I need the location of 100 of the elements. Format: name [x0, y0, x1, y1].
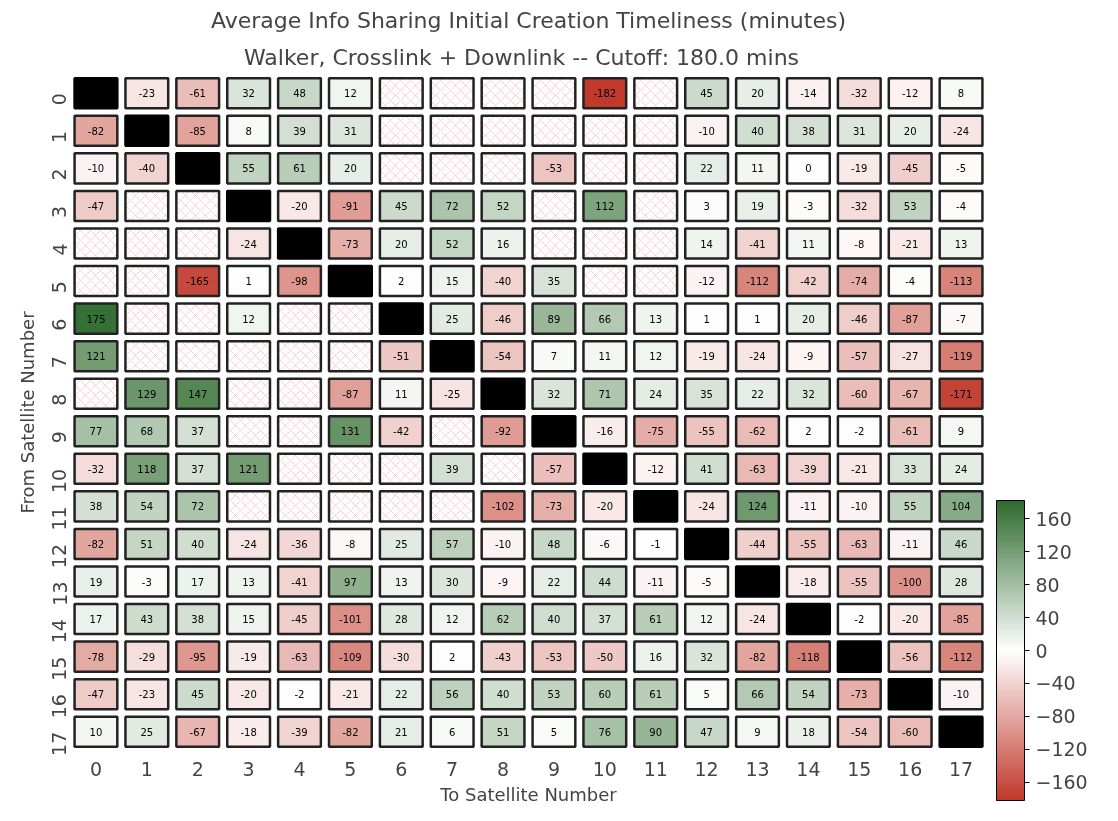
data-label: -40	[494, 276, 512, 288]
x-tick-label: 0	[89, 757, 102, 780]
data-label: -62	[749, 426, 766, 438]
data-label: 66	[598, 313, 612, 325]
data-label: 38	[802, 125, 815, 137]
data-label: -112	[746, 276, 769, 288]
data-label: -4	[905, 276, 916, 288]
data-label: -5	[956, 163, 967, 175]
data-label: 2	[448, 651, 456, 663]
data-label: -10	[87, 163, 105, 175]
data-label: -60	[902, 726, 919, 738]
data-label: 5	[703, 689, 710, 701]
data-label: 61	[649, 689, 663, 701]
data-label: -119	[949, 351, 973, 363]
x-tick-label: 17	[948, 757, 974, 780]
data-label: 6	[448, 726, 456, 738]
y-tick-label: 14	[48, 619, 71, 644]
data-label: -73	[851, 689, 868, 701]
color-bar-label: −120	[1035, 738, 1088, 761]
data-label: -63	[291, 651, 308, 663]
data-label: 5	[550, 726, 558, 738]
data-label: -19	[698, 351, 715, 363]
data-label: -73	[342, 238, 359, 250]
data-label: 118	[137, 463, 157, 475]
data-label: -78	[87, 651, 105, 663]
data-label: 61	[293, 163, 306, 175]
data-label: -12	[902, 88, 919, 100]
data-label: -2	[294, 689, 305, 701]
data-label: -95	[189, 651, 206, 663]
data-label: -3	[803, 200, 814, 212]
data-label: 24	[954, 463, 968, 475]
data-label: -182	[593, 88, 617, 100]
data-label: 8	[245, 125, 252, 137]
data-label: 20	[751, 88, 764, 100]
data-label: -54	[494, 351, 512, 363]
data-label: -5	[701, 576, 712, 588]
data-label: 8	[957, 88, 965, 100]
data-label: 129	[137, 388, 157, 400]
data-label: 40	[547, 614, 561, 626]
data-label: -24	[240, 538, 257, 550]
data-label: 53	[903, 200, 917, 212]
data-label: -24	[749, 614, 766, 626]
data-label: -36	[291, 538, 308, 550]
data-label: 17	[191, 576, 205, 588]
data-label: -61	[189, 88, 206, 100]
data-label: 31	[344, 125, 357, 137]
y-tick-label: 7	[48, 356, 71, 369]
x-tick-label: 14	[796, 757, 821, 780]
data-label: 35	[700, 388, 713, 400]
color-bar-label: −160	[1035, 771, 1088, 794]
data-label: -57	[545, 463, 563, 475]
data-label: 35	[547, 276, 561, 288]
data-label: -113	[949, 276, 973, 288]
data-label: -10	[494, 538, 512, 550]
data-label: 15	[445, 276, 459, 288]
data-label: -42	[800, 276, 817, 288]
data-label: 54	[802, 689, 815, 701]
data-label: -32	[87, 463, 105, 475]
data-label: -82	[749, 651, 766, 663]
data-label: 43	[140, 614, 154, 626]
data-label: 41	[700, 463, 713, 475]
data-label: 48	[547, 538, 561, 550]
data-label: -19	[851, 163, 868, 175]
data-label: -20	[596, 501, 614, 513]
data-label: 175	[86, 313, 106, 325]
data-label: -82	[342, 726, 359, 738]
data-label: -63	[851, 538, 868, 550]
data-label: 14	[700, 238, 713, 250]
data-label: 112	[595, 200, 615, 212]
data-label: 13	[242, 576, 255, 588]
data-label: -6	[599, 538, 610, 550]
data-label: 71	[598, 388, 612, 400]
data-label: -18	[800, 576, 817, 588]
y-tick-label: 11	[48, 506, 71, 531]
data-label: -21	[851, 463, 868, 475]
color-bar-label: 120	[1035, 540, 1072, 563]
data-label: -55	[851, 576, 868, 588]
data-label: 12	[649, 351, 663, 363]
data-label: -63	[749, 463, 766, 475]
data-label: 121	[86, 351, 106, 363]
data-label: -20	[291, 200, 308, 212]
data-label: 39	[445, 463, 459, 475]
y-tick-label: 8	[48, 393, 71, 406]
data-label: -118	[797, 651, 820, 663]
data-label: 37	[191, 463, 205, 475]
data-label: -73	[545, 501, 563, 513]
data-label: 12	[445, 614, 459, 626]
data-label: 12	[700, 614, 713, 626]
x-tick-label: 13	[745, 757, 770, 780]
data-label: -171	[949, 388, 973, 400]
data-label: 11	[751, 163, 764, 175]
y-tick-label: 6	[48, 318, 71, 331]
x-tick-label: 16	[898, 757, 923, 780]
data-label: 21	[394, 726, 408, 738]
data-label: -87	[342, 388, 359, 400]
data-label: -12	[698, 276, 715, 288]
data-label: -55	[800, 538, 817, 550]
data-label: 30	[445, 576, 459, 588]
data-label: -9	[498, 576, 509, 588]
data-label: -21	[342, 689, 359, 701]
